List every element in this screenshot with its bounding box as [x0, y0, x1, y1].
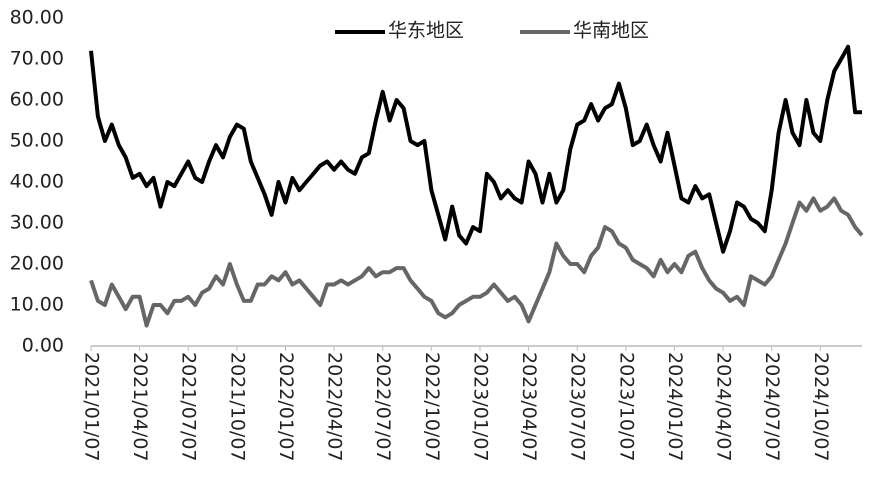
y-tick-label: 10.00: [10, 294, 64, 316]
x-tick-label: 2021/10/07: [226, 352, 248, 462]
x-tick-label: 2021/01/07: [81, 352, 103, 462]
x-tick-label: 2021/07/07: [178, 352, 200, 462]
y-tick-label: 30.00: [10, 212, 64, 234]
x-tick-label: 2021/04/07: [129, 352, 151, 462]
x-tick-label: 2024/01/07: [664, 352, 686, 462]
x-tick-label: 2023/01/07: [469, 352, 491, 462]
x-tick-label: 2022/10/07: [421, 352, 443, 462]
y-tick-label: 70.00: [10, 48, 64, 70]
y-tick-label: 0.00: [22, 335, 64, 357]
series-line: [89, 44, 862, 254]
series-line: [89, 196, 864, 328]
x-tick-label: 2022/01/07: [275, 352, 297, 462]
legend-label: 华东地区: [388, 20, 464, 42]
y-tick-label: 40.00: [10, 171, 64, 193]
x-tick-label: 2022/04/07: [324, 352, 346, 462]
legend-label: 华南地区: [573, 20, 649, 42]
x-tick-label: 2023/07/07: [567, 352, 589, 462]
x-tick-label: 2024/10/07: [810, 352, 832, 462]
y-tick-label: 60.00: [10, 89, 64, 111]
y-tick-label: 20.00: [10, 253, 64, 275]
x-tick-label: 2024/07/07: [761, 352, 783, 462]
y-tick-label: 50.00: [10, 130, 64, 152]
x-tick-label: 2023/04/07: [518, 352, 540, 462]
x-tick-label: 2022/07/07: [372, 352, 394, 462]
x-tick-label: 2023/10/07: [615, 352, 637, 462]
x-tick-label: 2024/04/07: [713, 352, 735, 462]
y-tick-label: 80.00: [10, 7, 64, 29]
